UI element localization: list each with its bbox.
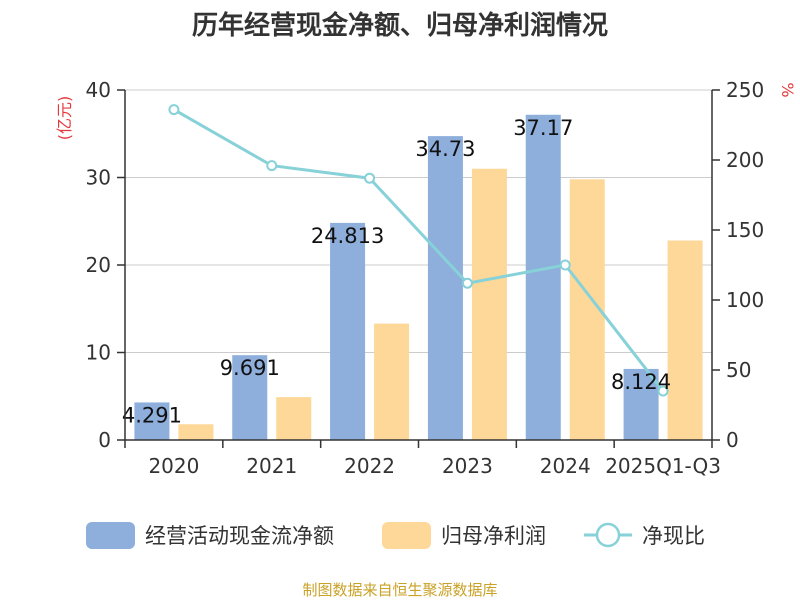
data-labels: 4.291 9.691 24.813 34.73 37.17 8.124	[122, 116, 671, 428]
left-tick-label-40: 40	[86, 78, 111, 102]
netprofit-bar-2021	[276, 397, 312, 440]
source-note: 制图数据来自恒生聚源数据库	[302, 581, 497, 599]
legend-swatch-1	[382, 522, 431, 549]
netprofit-bar-2025Q1-Q3	[667, 240, 703, 440]
ratio-point-2023	[461, 277, 473, 289]
cashflow-bar-2025Q1-Q3	[623, 368, 659, 440]
cashflow-label-2024: 37.17	[513, 116, 573, 140]
netprofit-bar-2022	[374, 323, 410, 440]
cashflow-bar-2021	[232, 355, 268, 440]
right-axis-unit: %	[778, 82, 797, 97]
cashflow-bar-2022	[330, 222, 366, 440]
right-tick-label-200: 200	[726, 148, 764, 172]
ratio-point-2020	[168, 104, 180, 116]
cashflow-label-2021: 9.691	[220, 356, 280, 380]
ratio-polyline	[173, 108, 665, 392]
bars	[134, 114, 703, 441]
legend-label-1: 归母净利润	[441, 524, 546, 548]
ratio-point-2025Q1-Q3	[657, 385, 669, 397]
cashflow-label-2020: 4.291	[122, 403, 182, 427]
x-tick-label-2024: 2024	[540, 454, 591, 478]
right-tick-label-50: 50	[726, 358, 751, 382]
cashflow-label-2023: 34.73	[415, 137, 475, 161]
legend-swatch-0	[86, 522, 135, 549]
x-tick-label-2022: 2022	[344, 454, 395, 478]
ratio-point-2022	[364, 172, 376, 184]
legend: 经营活动现金流净额 归母净利润 净现比	[86, 522, 705, 549]
netprofit-bar-2020	[178, 424, 214, 440]
grid-lines	[125, 89, 712, 353]
x-tick-label-2023: 2023	[442, 454, 493, 478]
cashflow-label-2022: 24.813	[311, 224, 384, 248]
ratio-point-2021	[266, 160, 278, 172]
axes: 0 10 20 30 40 0 50 100 150 200 250 2020 2021 2022 2023…	[86, 78, 765, 478]
cashflow-bar-2023	[427, 136, 463, 441]
cashflow-bar-2020	[134, 402, 170, 440]
left-axis-unit: (亿元)	[55, 96, 74, 141]
left-tick-label-30: 30	[86, 166, 111, 190]
netprofit-bar-2023	[471, 168, 507, 440]
right-tick-label-0: 0	[726, 428, 739, 452]
cashflow-bar-2024	[525, 114, 561, 440]
cashflow-label-2025Q1-Q3: 8.124	[611, 370, 671, 394]
legend-label-2: 净现比	[642, 524, 705, 548]
ratio-point-2024	[559, 259, 571, 271]
legend-marker-2	[595, 522, 621, 548]
left-tick-label-10: 10	[86, 341, 111, 365]
right-tick-label-100: 100	[726, 288, 764, 312]
x-tick-label-2021: 2021	[246, 454, 297, 478]
left-tick-label-20: 20	[86, 253, 111, 277]
ratio-line	[168, 104, 669, 397]
left-tick-label-0: 0	[98, 428, 111, 452]
right-tick-label-150: 150	[726, 218, 764, 242]
chart-title: 历年经营现金净额、归母净利润情况	[192, 10, 608, 41]
x-tick-label-2025Q1-Q3: 2025Q1-Q3	[605, 454, 721, 478]
x-tick-label-2020: 2020	[148, 454, 199, 478]
legend-label-0: 经营活动现金流净额	[145, 524, 334, 548]
right-tick-label-250: 250	[726, 78, 764, 102]
